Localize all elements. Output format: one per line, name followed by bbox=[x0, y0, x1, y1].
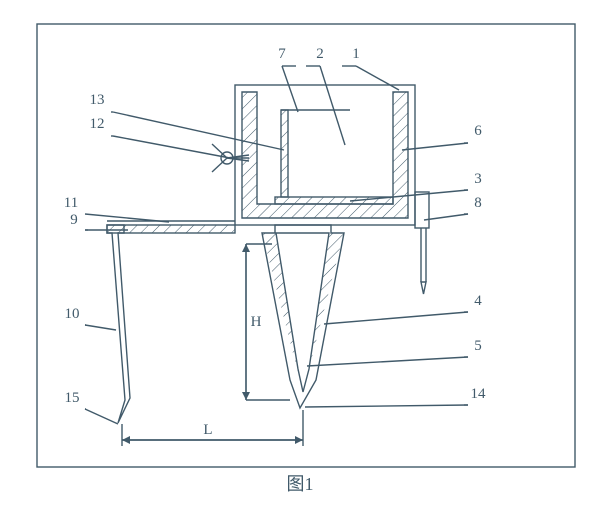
callout-label: 12 bbox=[90, 116, 105, 132]
callout-label: 5 bbox=[474, 338, 482, 354]
callout-label: 11 bbox=[64, 195, 78, 211]
callout-label: 8 bbox=[474, 195, 482, 211]
callout-label: 3 bbox=[474, 171, 482, 187]
callout-label: 4 bbox=[474, 293, 482, 309]
dimension-label: L bbox=[203, 422, 212, 438]
callout-label: 7 bbox=[278, 46, 286, 62]
callout-label: 15 bbox=[65, 390, 80, 406]
callout-label: 9 bbox=[70, 212, 78, 228]
callout-label: 14 bbox=[471, 386, 487, 402]
figure-caption: 图1 bbox=[287, 474, 314, 494]
dimension-label: H bbox=[251, 314, 262, 330]
callout-label: 1 bbox=[352, 46, 360, 62]
callout-label: 2 bbox=[316, 46, 324, 62]
callout-label: 13 bbox=[90, 92, 105, 108]
callout-label: 10 bbox=[65, 306, 80, 322]
callout-label: 6 bbox=[474, 123, 482, 139]
